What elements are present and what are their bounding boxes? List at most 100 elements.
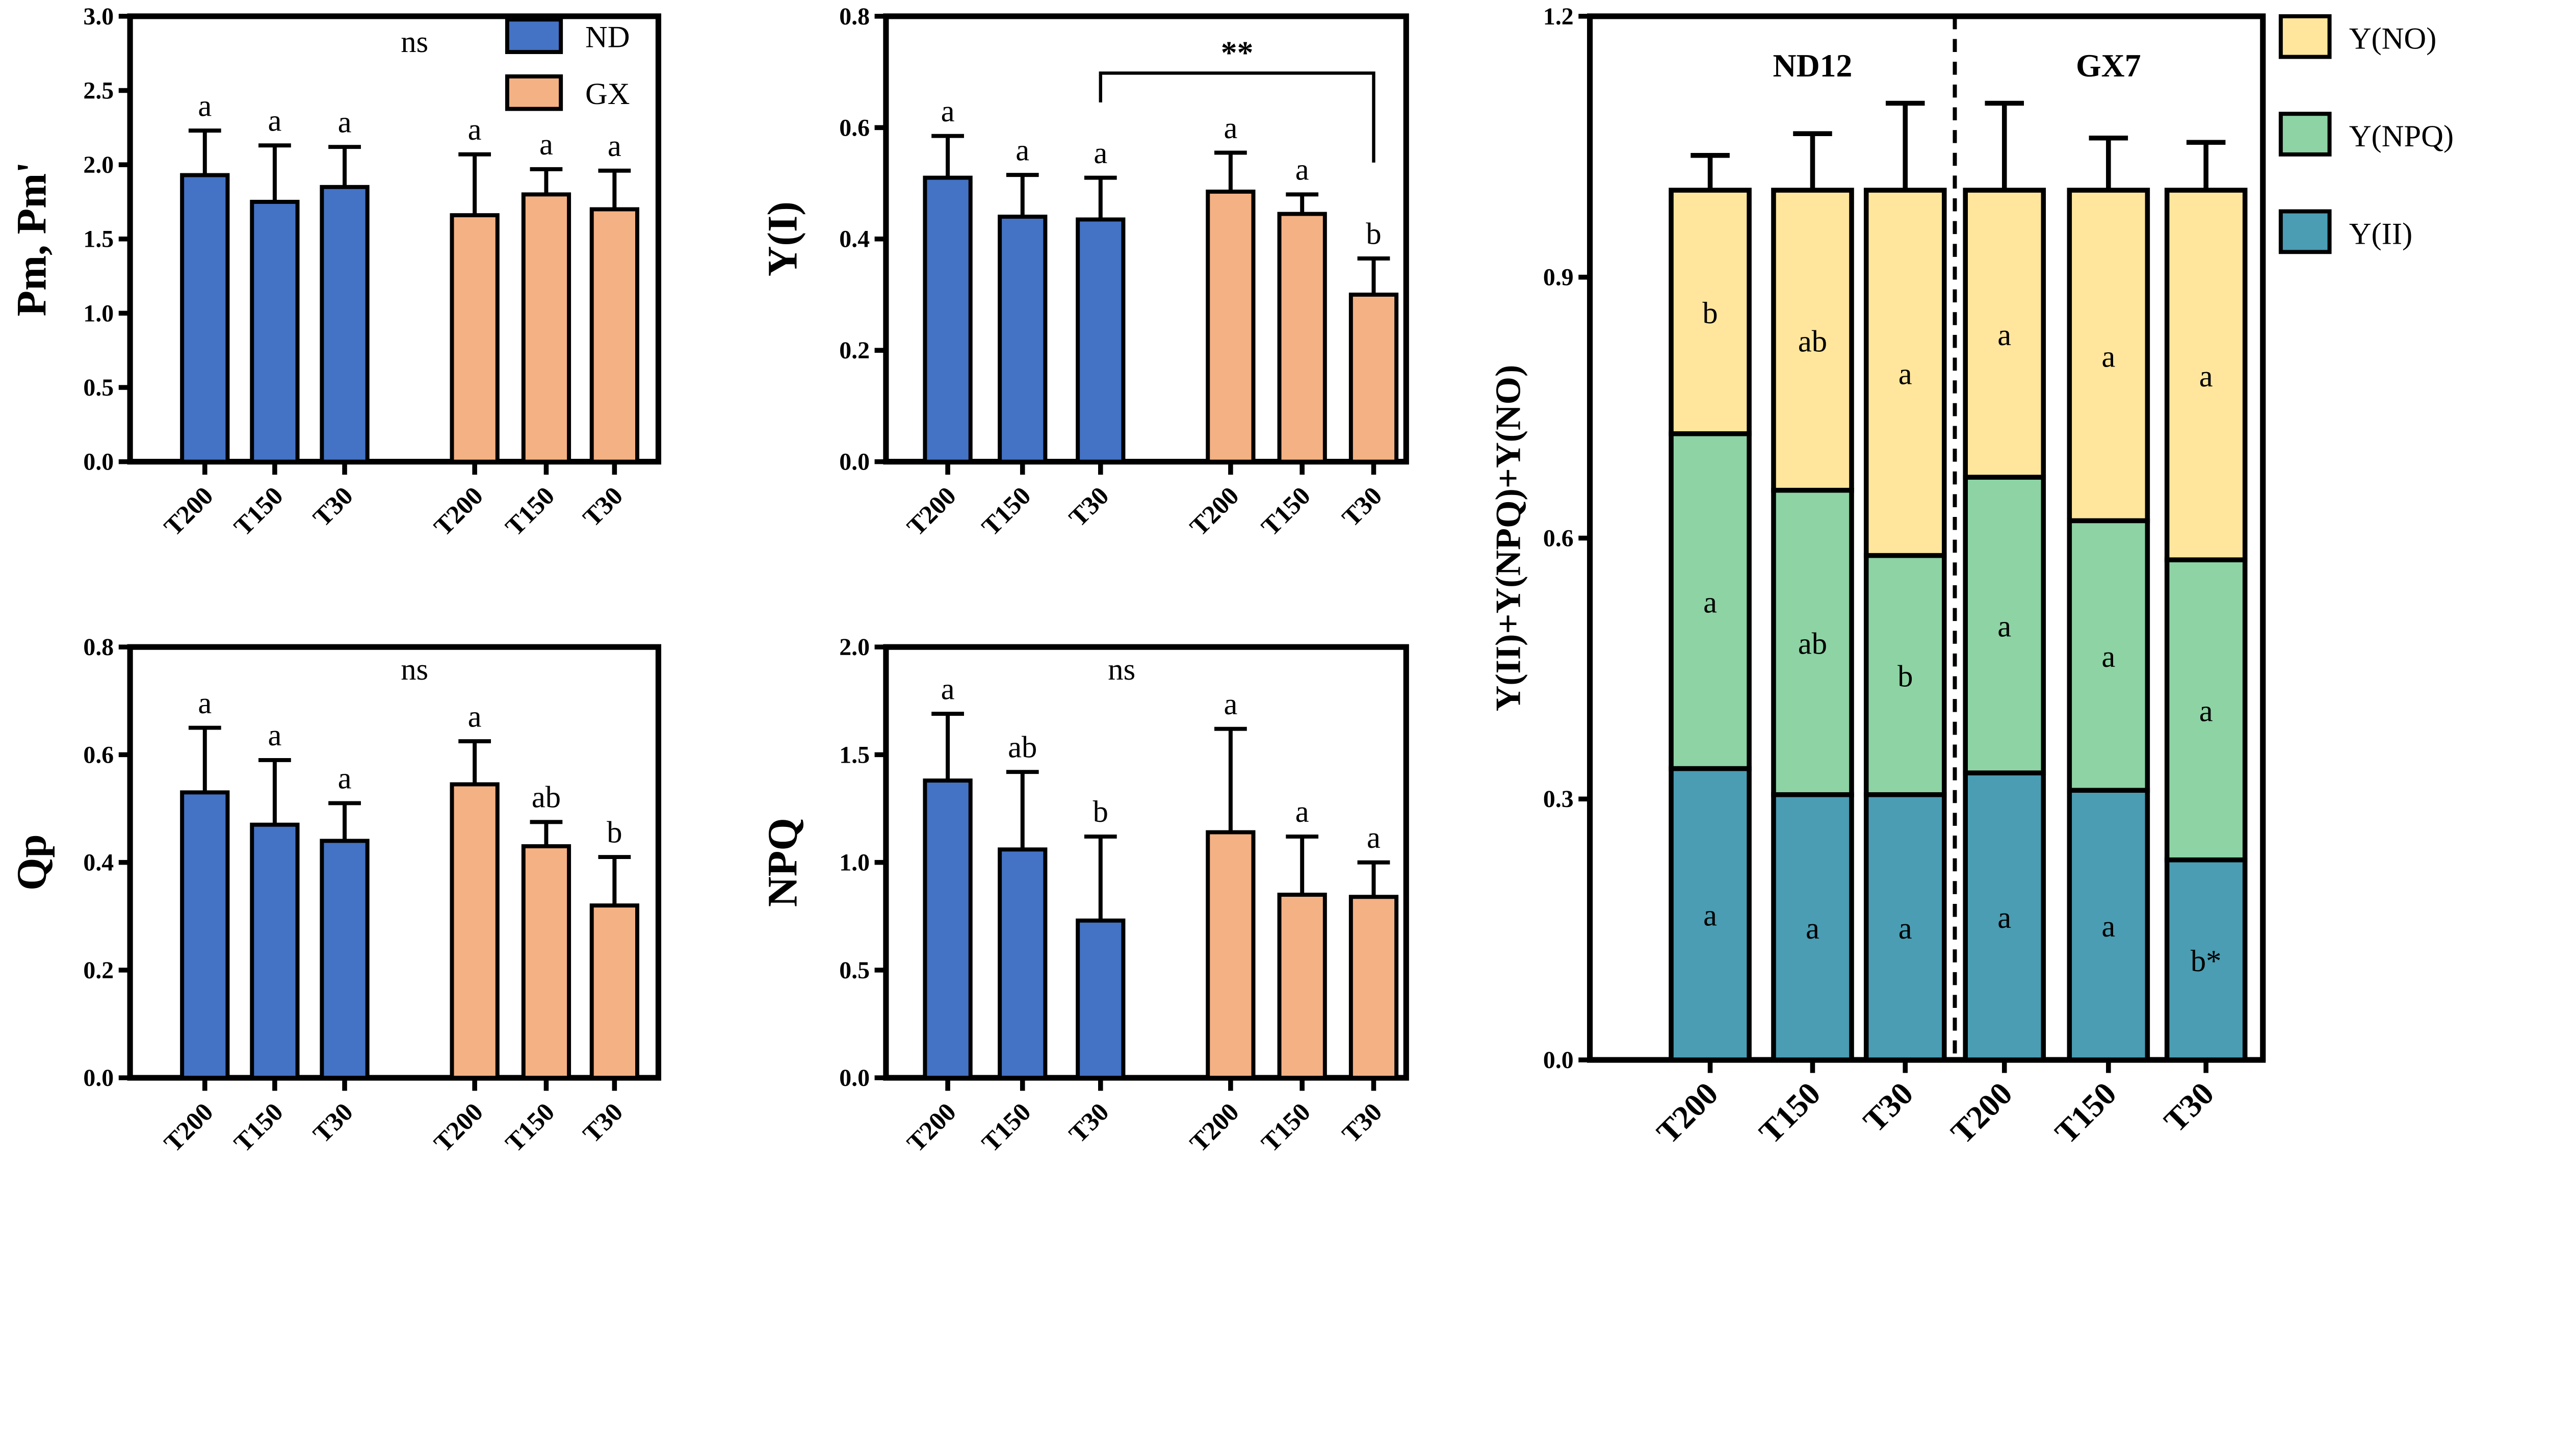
significance-letter: a [1997, 901, 2011, 935]
bar [250, 822, 300, 1080]
significance-annotation: ns [401, 25, 428, 59]
x-tick-label: T150 [977, 482, 1037, 542]
x-tick-label: T200 [902, 482, 962, 542]
significance-letter: b* [2191, 944, 2222, 978]
significance-annotation: ** [1221, 34, 1254, 70]
figure: 0.00.51.01.52.02.53.0Pm, Pm'T200 T150 T30 T… [8, 3, 2454, 1158]
x-tick-label: T30 [308, 482, 359, 533]
bar [521, 844, 571, 1080]
x-tick-label: T200 [159, 482, 219, 542]
significance-letter: a [2199, 694, 2213, 729]
significance-letter: b [1366, 217, 1381, 251]
bar-segment-yno [1669, 188, 1752, 436]
y-axis-label: Y(I) [759, 201, 806, 276]
x-tick-label: T200 [1650, 1075, 1725, 1151]
significance-letter: a [941, 672, 955, 706]
bar [1076, 918, 1126, 1080]
group-label: ND12 [1773, 47, 1853, 84]
significance-letter: a [1898, 357, 1912, 392]
bar-segment-yno [1863, 188, 1947, 558]
x-tick-label: T30 [1337, 482, 1388, 533]
y-tick-label: 0.3 [1543, 786, 1574, 813]
bar [1277, 212, 1327, 464]
x-tick-label: T30 [1337, 1098, 1388, 1149]
bar [1277, 893, 1327, 1080]
significance-letter: a [1367, 821, 1381, 855]
legend-swatch [505, 17, 563, 55]
x-tick-label: T150 [500, 482, 560, 542]
bar-segment-yno [2164, 188, 2248, 562]
significance-letter: b [1702, 296, 1718, 330]
y-axis-label: Qp [8, 834, 55, 891]
significance-annotation: ns [401, 653, 428, 687]
bar [450, 782, 500, 1080]
y-axis-label: Pm, Pm' [8, 162, 55, 317]
y-tick-label: 0.6 [1543, 525, 1574, 552]
x-tick-label: T200 [429, 1098, 489, 1158]
y-tick-label: 0.2 [839, 337, 870, 364]
y-tick-label: 0.0 [83, 449, 114, 476]
significance-letter: a [1703, 585, 1717, 619]
bar [250, 199, 300, 464]
significance-letter: a [338, 105, 352, 139]
y-tick-label: 1.0 [83, 300, 114, 327]
x-tick-label: T200 [1944, 1075, 2019, 1151]
x-tick-label: T30 [1064, 1098, 1115, 1149]
x-tick-label: T200 [159, 1098, 219, 1158]
x-tick-label: T30 [578, 482, 629, 533]
significance-letter: a [198, 89, 212, 123]
y-tick-label: 0.0 [839, 1064, 870, 1091]
significance-letter: a [1295, 153, 1309, 187]
significance-letter: a [468, 699, 482, 734]
x-tick-label: T30 [1064, 482, 1115, 533]
y-tick-label: 0.6 [839, 114, 870, 141]
bar [998, 847, 1048, 1080]
bar [589, 207, 639, 464]
x-tick-label: T150 [977, 1098, 1037, 1158]
bar [1206, 189, 1256, 464]
significance-letter: ab [1008, 730, 1037, 764]
significance-letter: a [468, 113, 482, 147]
significance-letter: a [1224, 687, 1237, 721]
bar [589, 903, 639, 1080]
x-tick-label: T200 [1185, 1098, 1245, 1158]
chart-5: 0.0 0.3 0.6 0.9 1.2 Y(II)+Y(NPQ)+Y(NO) T200 T15… [1489, 3, 2454, 1151]
legend-label: ND [585, 20, 630, 54]
y-tick-label: 2.0 [83, 151, 114, 178]
bar [923, 175, 973, 464]
x-tick-label: T200 [429, 482, 489, 542]
x-tick-label: T150 [229, 1098, 289, 1158]
significance-letter: a [2101, 340, 2115, 374]
significance-letter: a [198, 686, 212, 720]
bar-segment-yii [2067, 788, 2150, 1062]
y-tick-label: 0.0 [839, 449, 870, 476]
x-tick-label: T30 [1856, 1075, 1920, 1139]
significance-letter: a [2101, 640, 2115, 674]
bar [320, 185, 370, 464]
x-tick-label: T30 [308, 1098, 359, 1149]
x-tick-label: T150 [500, 1098, 560, 1158]
bar [521, 192, 571, 464]
bar [180, 173, 230, 464]
y-tick-label: 0.2 [83, 957, 114, 984]
y-tick-label: 0.5 [839, 957, 870, 984]
significance-letter: a [1094, 136, 1107, 170]
bar-segment-yno [1963, 188, 2046, 480]
legend-swatch [2278, 112, 2332, 157]
x-tick-label: T150 [2048, 1075, 2123, 1151]
y-tick-label: 0.8 [83, 634, 114, 661]
x-tick-label: T150 [1752, 1075, 1828, 1151]
y-tick-label: 0.4 [83, 849, 114, 876]
chart-1: 0.00.51.01.52.02.53.0Pm, Pm'T200 T150 T30 T… [8, 3, 662, 542]
y-tick-label: 0.8 [839, 3, 870, 30]
legend-swatch [505, 74, 563, 111]
significance-letter: a [1703, 899, 1717, 933]
bar [1348, 292, 1399, 464]
significance-letter: a [1997, 609, 2011, 643]
significance-letter: a [268, 104, 281, 138]
bar-segment-yno [1771, 188, 1854, 493]
legend-label: Y(NPQ) [2349, 119, 2454, 153]
significance-letter: a [268, 718, 281, 752]
significance-letter: a [941, 94, 955, 128]
